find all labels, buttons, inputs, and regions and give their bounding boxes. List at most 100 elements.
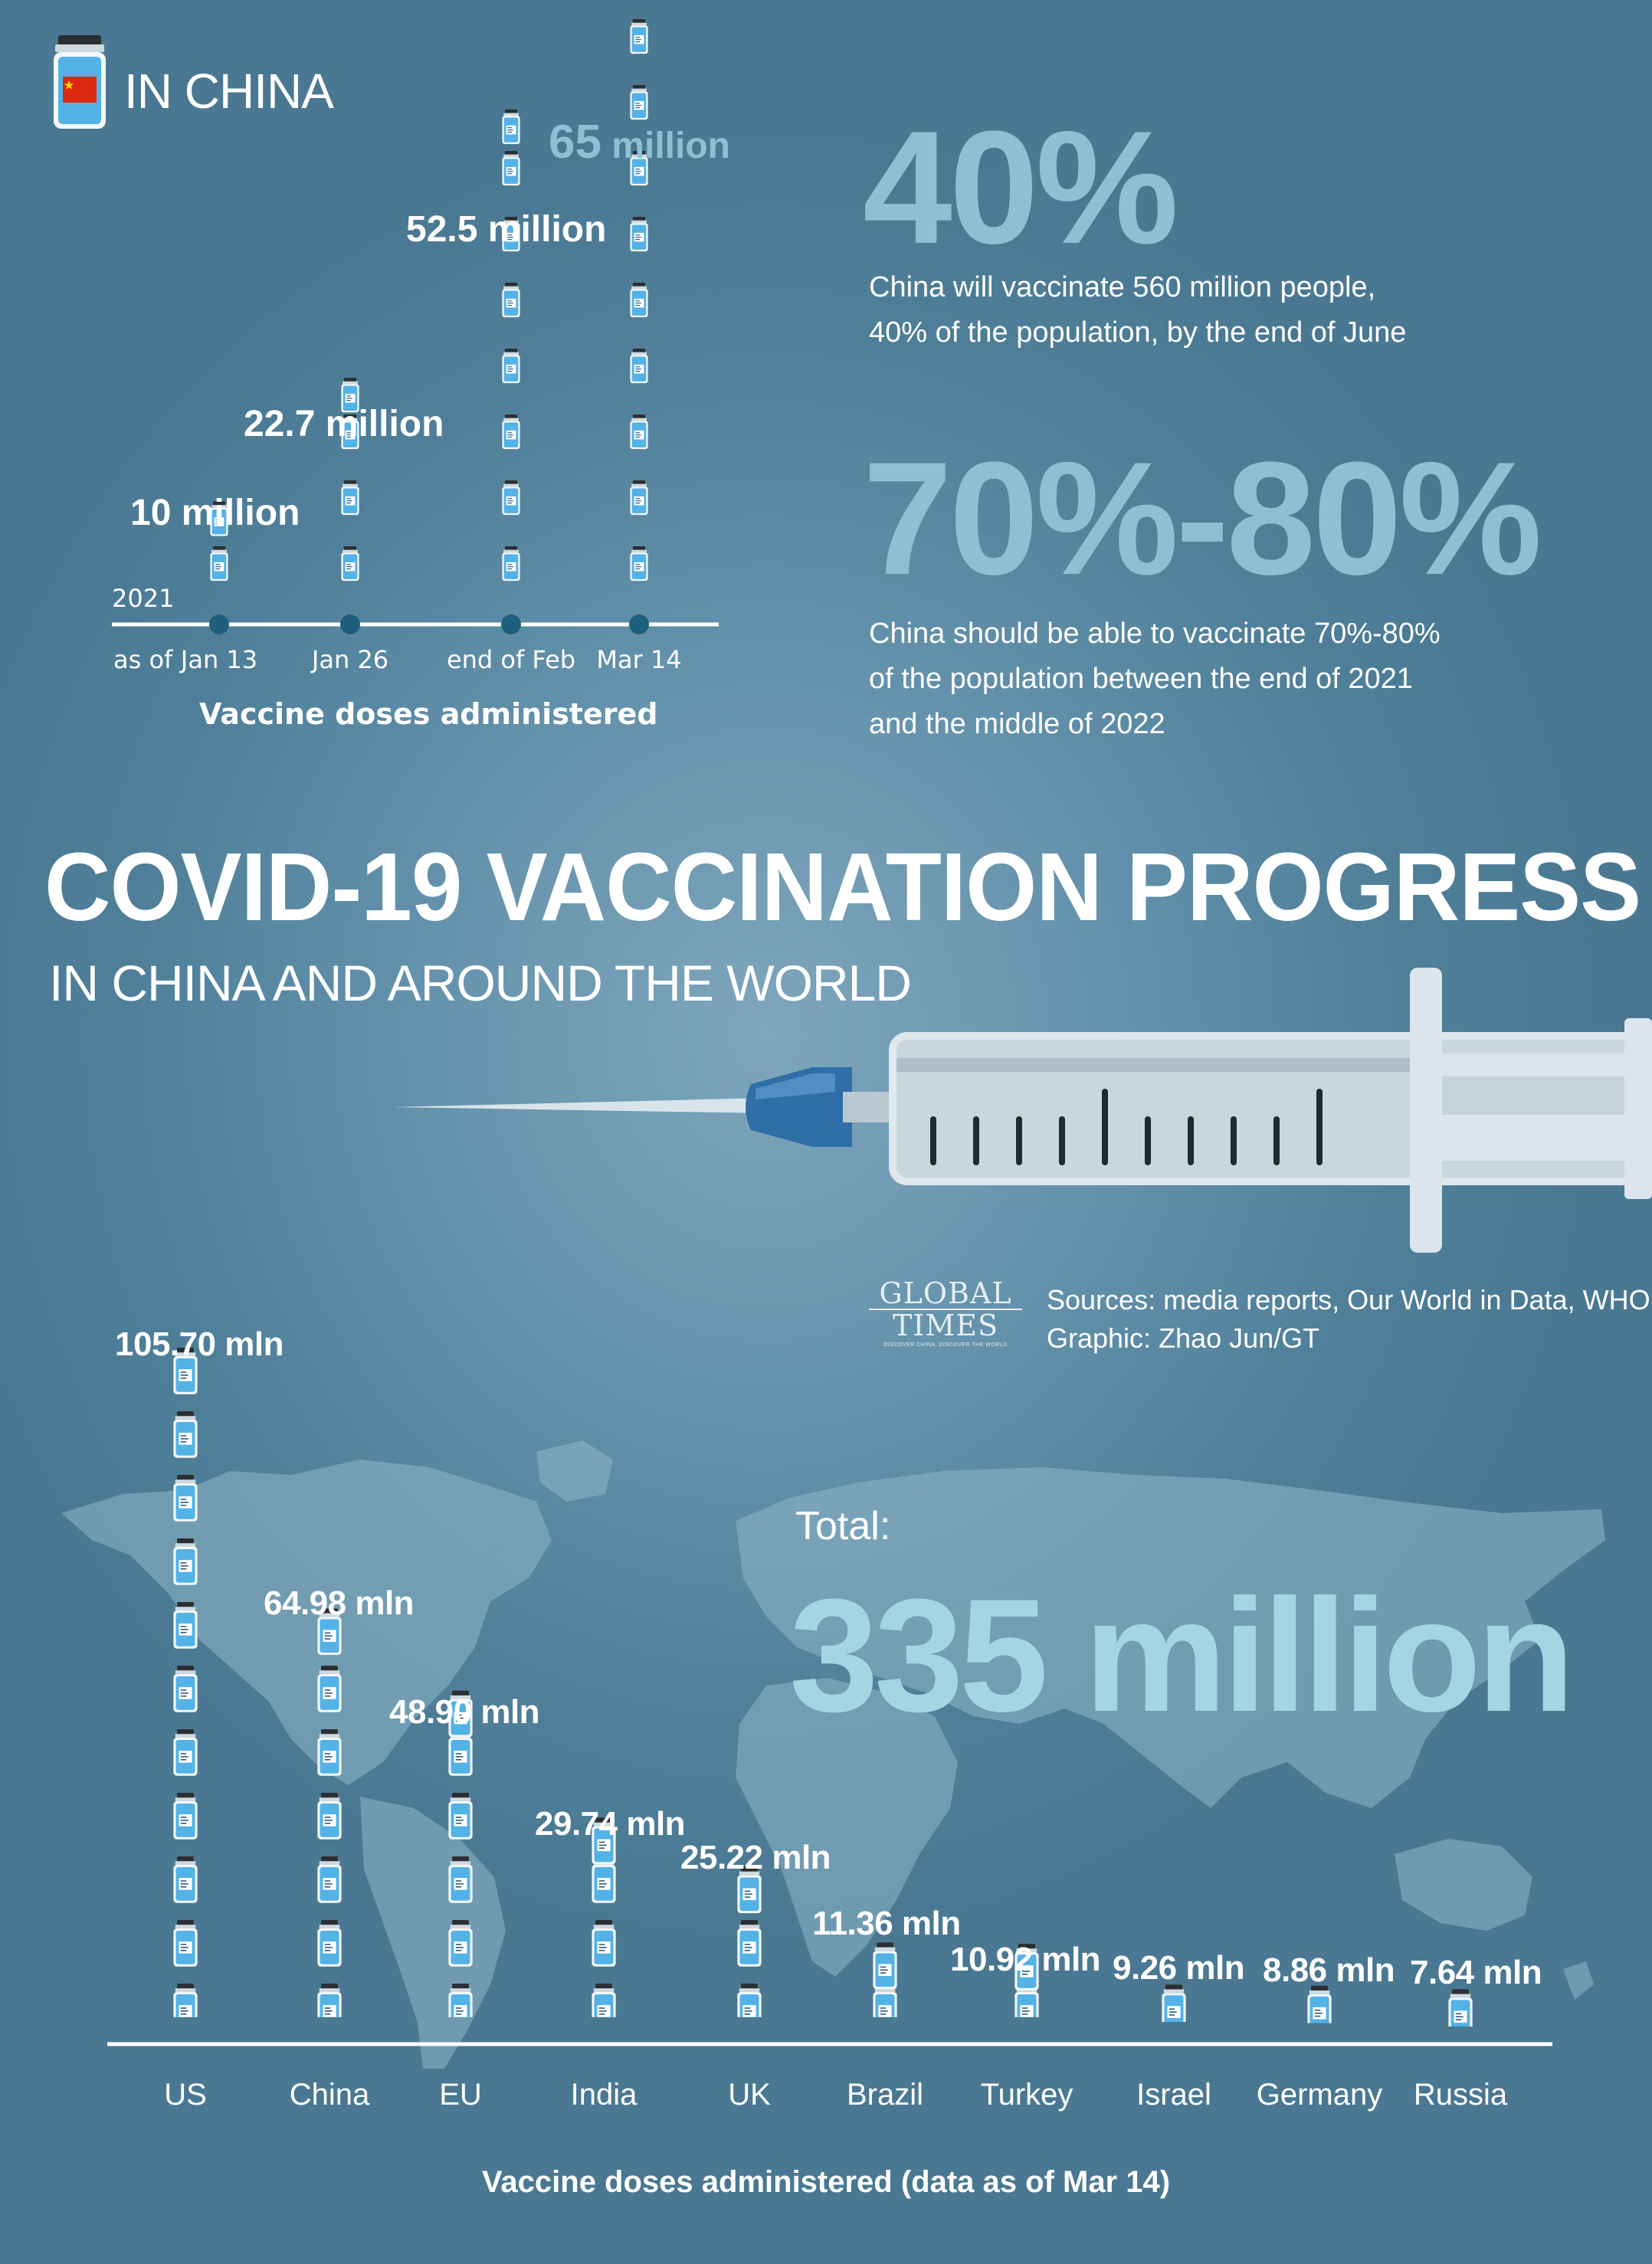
china-year-label: 2021 (112, 584, 175, 613)
vaccine-vial-icon (341, 546, 359, 582)
vaccine-vial-icon (317, 1793, 342, 1840)
vaccine-vial-icon (630, 151, 648, 186)
china-doses-chart (112, 19, 719, 634)
vaccine-vial-icon (173, 1475, 198, 1522)
china-axis-marker (629, 614, 649, 634)
world-chart-xlabel: Vaccine doses administered (data as of M… (481, 2165, 1171, 2199)
vaccine-vial-icon (873, 1942, 897, 1990)
vaccine-vial-icon (173, 1793, 198, 1840)
vaccine-vial-icon (173, 1856, 198, 1903)
vaccine-vial-icon (341, 480, 359, 516)
world-value-label: 7.64 mln (1410, 1954, 1542, 1991)
pct-70-80: 70%-80% (863, 428, 1542, 608)
vaccine-vial-icon (630, 349, 648, 384)
vaccine-vial-icon (173, 1666, 198, 1712)
china-value-label: 52.5 million (406, 209, 607, 250)
vaccine-vial-icon (1307, 1985, 1332, 2023)
vaccine-vial-icon (1162, 1984, 1186, 2022)
total-value: 335 million (789, 1565, 1575, 1745)
vaccine-vial-icon (630, 283, 648, 318)
vaccine-vial-icon (448, 1984, 473, 2017)
pct-40: 40% (863, 97, 1178, 277)
vaccine-vial-icon (630, 414, 648, 450)
china-value-label: 65 million (549, 116, 730, 169)
vaccine-vial-icon (448, 1856, 473, 1903)
world-category-label: Germany (1256, 2078, 1383, 2112)
pct-70-80-desc-line: and the middle of 2022 (869, 708, 1165, 740)
vaccine-vial-icon (502, 151, 520, 186)
world-value-label: 10.92 mln (950, 1941, 1101, 1978)
vaccine-vial-icon (592, 1817, 616, 1865)
total-label: Total: (795, 1504, 891, 1548)
vaccine-vial-icon (173, 1348, 198, 1394)
world-category-label: US (164, 2078, 207, 2112)
vaccine-vial-icon (502, 349, 520, 384)
vaccine-vial-icon (502, 283, 520, 318)
world-value-label: 105.70 mln (115, 1325, 284, 1363)
vaccine-vial-icon (737, 1920, 762, 1967)
logo-tagline: DISCOVER CHINA, DISCOVER THE WORLD (883, 1342, 1008, 1348)
sources-block: Sources: media reports, Our World in Dat… (1047, 1281, 1650, 1358)
vaccine-vial-icon (210, 501, 228, 536)
logo-line: GLOBAL (879, 1276, 1012, 1310)
china-chart-xlabel: Vaccine doses administered (199, 697, 658, 731)
pct-70-80-desc-line: of the population between the end of 202… (869, 663, 1413, 695)
vaccine-vial-icon (341, 414, 359, 450)
vaccine-vial-icon (592, 1984, 616, 2017)
logo-line: TIMES (869, 1309, 1022, 1341)
world-value-label: 8.86 mln (1263, 1951, 1395, 1989)
vaccine-vial-icon (341, 378, 359, 413)
graphic-credit: Graphic: Zhao Jun/GT (1047, 1322, 1320, 1354)
vaccine-vial-icon (1448, 1989, 1473, 2027)
vaccine-vial-icon (592, 1920, 616, 1967)
vaccine-vial-icon (173, 1920, 198, 1967)
china-tick-label: end of Feb (446, 645, 576, 674)
vaccine-vial-icon (502, 414, 520, 450)
world-value-label: 48.90 mln (389, 1693, 540, 1731)
vaccine-vial-icon (448, 1690, 473, 1738)
syringe-illustration (394, 968, 1652, 1253)
pct-70-80-desc-line: China should be able to vaccinate 70%-80… (869, 618, 1441, 650)
vaccine-vial-icon (502, 109, 520, 145)
header-title: IN CHINA (124, 64, 334, 119)
china-axis-marker (209, 614, 229, 634)
vaccine-vial-icon (873, 1984, 897, 2017)
sources-text: Sources: media reports, Our World in Dat… (1047, 1284, 1650, 1315)
world-category-label: Israel (1136, 2078, 1211, 2112)
vaccine-vial-icon (448, 1793, 473, 1840)
world-value-label: 9.26 mln (1113, 1949, 1245, 1987)
vaccine-vial-icon (630, 217, 648, 252)
vaccine-vial-icon (502, 480, 520, 516)
world-category-label: Brazil (846, 2078, 924, 2112)
pct-40-desc-line: 40% of the population, by the end of Jun… (869, 316, 1407, 349)
vaccine-vial-icon (630, 480, 648, 516)
world-value-label: 11.36 mln (812, 1905, 961, 1942)
pct-70-80-desc: China should be able to vaccinate 70%-80… (869, 611, 1441, 747)
china-value-label: 10 million (130, 493, 300, 533)
vaccine-bottle-china-flag-icon (51, 34, 109, 136)
vaccine-vial-icon (1014, 1944, 1039, 1990)
world-value-label: 64.98 mln (264, 1584, 415, 1622)
world-category-label: EU (439, 2078, 482, 2112)
china-value-label: 22.7 million (244, 404, 444, 444)
world-category-label: Russia (1413, 2078, 1508, 2112)
vaccine-vial-icon (317, 1666, 342, 1712)
vaccine-vial-icon (630, 546, 648, 582)
pct-40-desc: China will vaccinate 560 million people,… (869, 265, 1406, 355)
world-category-label: China (289, 2078, 370, 2112)
vaccine-vial-icon (630, 85, 648, 120)
sub-title: IN CHINA AND AROUND THE WORLD (49, 955, 912, 1011)
china-x-prefix: as of (113, 645, 173, 674)
global-times-logo: GLOBAL TIMES DISCOVER CHINA, DISCOVER TH… (869, 1278, 1022, 1348)
world-value-label: 29.74 mln (535, 1805, 686, 1843)
vaccine-vial-icon (173, 1411, 198, 1458)
vaccine-vial-icon (317, 1729, 342, 1776)
vaccine-vial-icon (173, 1602, 198, 1649)
vaccine-vial-icon (448, 1920, 473, 1967)
vaccine-vial-icon (173, 1729, 198, 1776)
world-value-label: 25.22 mln (680, 1839, 831, 1876)
china-axis-marker (501, 614, 521, 634)
china-tick-label: Mar 14 (596, 645, 682, 674)
china-value-unit: million (601, 126, 730, 166)
vaccine-vial-icon (173, 1984, 198, 2017)
